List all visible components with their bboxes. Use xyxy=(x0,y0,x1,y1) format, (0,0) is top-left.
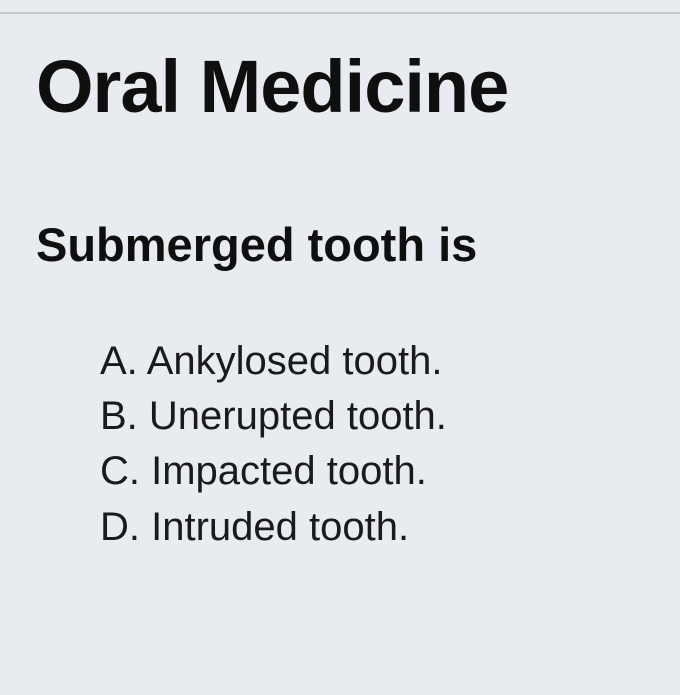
option-a[interactable]: A. Ankylosed tooth. xyxy=(100,334,644,389)
question-text: Submerged tooth is xyxy=(36,217,644,272)
option-label: A. xyxy=(100,339,138,383)
option-text: Ankylosed tooth. xyxy=(147,339,443,383)
content-area: Oral Medicine Submerged tooth is A. Anky… xyxy=(0,0,680,555)
options-list: A. Ankylosed tooth. B. Unerupted tooth. … xyxy=(36,334,644,555)
page-title: Oral Medicine xyxy=(36,44,644,129)
option-text: Impacted tooth. xyxy=(151,449,427,493)
option-label: D. xyxy=(100,505,140,549)
option-text: Intruded tooth. xyxy=(151,505,409,549)
top-divider xyxy=(0,12,680,14)
quiz-card: Oral Medicine Submerged tooth is A. Anky… xyxy=(0,0,680,695)
option-text: Unerupted tooth. xyxy=(149,394,447,438)
option-c[interactable]: C. Impacted tooth. xyxy=(100,444,644,499)
option-d[interactable]: D. Intruded tooth. xyxy=(100,500,644,555)
option-label: B. xyxy=(100,394,138,438)
option-b[interactable]: B. Unerupted tooth. xyxy=(100,389,644,444)
option-label: C. xyxy=(100,449,140,493)
